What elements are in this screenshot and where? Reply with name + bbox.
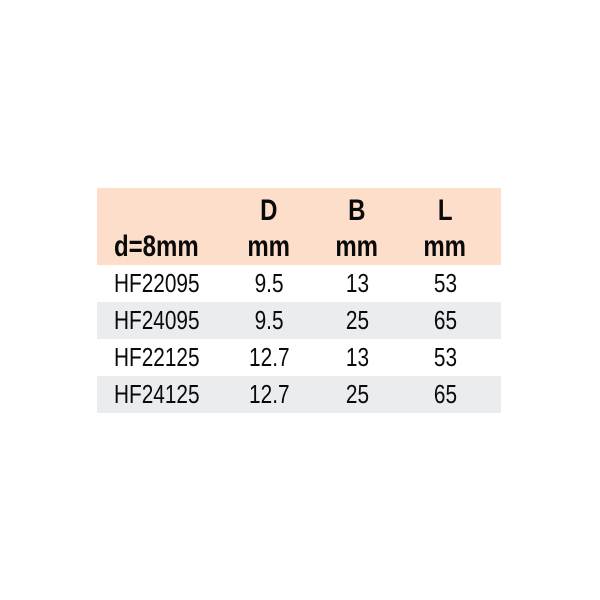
header-l-text: L	[437, 194, 453, 227]
header-d-text: D	[260, 194, 278, 227]
d-value-text: 9.5	[254, 268, 284, 298]
table-row: HF24095 9.5 25 65	[97, 302, 501, 339]
header-cell-b: B	[313, 193, 401, 229]
l-value-cell: 65	[401, 302, 489, 339]
header-cell-d: D	[225, 193, 313, 229]
model-cell: HF24095	[97, 302, 225, 339]
b-value-cell: 13	[313, 265, 401, 302]
model-text: HF22095	[114, 268, 200, 298]
model-cell: HF22095	[97, 265, 225, 302]
header-cell-l: L	[401, 193, 489, 229]
model-text: HF22125	[114, 342, 200, 372]
header-row-units-letters: D B L	[97, 193, 501, 229]
b-unit-text: mm	[335, 230, 379, 263]
header-cell-blank	[97, 193, 225, 229]
spec-table: D B L d=8mm mm mm mm HF22095	[97, 188, 501, 413]
header-cell-d-unit: mm	[225, 229, 313, 265]
l-value-cell: 65	[401, 376, 489, 413]
d-value-cell: 12.7	[225, 376, 313, 413]
l-value-text: 65	[433, 379, 457, 409]
b-value-text: 13	[345, 342, 369, 372]
b-value-cell: 13	[313, 339, 401, 376]
l-value-cell: 53	[401, 339, 489, 376]
diameter-label-text: d=8mm	[114, 230, 199, 263]
model-text: HF24125	[114, 379, 200, 409]
l-value-text: 65	[433, 305, 457, 335]
header-cell-l-unit: mm	[401, 229, 489, 265]
l-value-cell: 53	[401, 265, 489, 302]
d-value-cell: 9.5	[225, 302, 313, 339]
table-row: HF22095 9.5 13 53	[97, 265, 501, 302]
d-value-cell: 9.5	[225, 265, 313, 302]
b-value-cell: 25	[313, 302, 401, 339]
d-value-text: 9.5	[254, 305, 284, 335]
b-value-text: 13	[345, 268, 369, 298]
table-header: D B L d=8mm mm mm mm	[97, 188, 501, 265]
b-value-cell: 25	[313, 376, 401, 413]
d-value-cell: 12.7	[225, 339, 313, 376]
model-text: HF24095	[114, 305, 200, 335]
table-row: HF24125 12.7 25 65	[97, 376, 501, 413]
model-cell: HF24125	[97, 376, 225, 413]
header-row-units-mm: d=8mm mm mm mm	[97, 229, 501, 265]
header-cell-b-unit: mm	[313, 229, 401, 265]
header-b-text: B	[348, 194, 366, 227]
header-cell-diameter: d=8mm	[97, 229, 225, 265]
b-value-text: 25	[345, 379, 369, 409]
l-unit-text: mm	[423, 230, 467, 263]
table-row: HF22125 12.7 13 53	[97, 339, 501, 376]
d-unit-text: mm	[247, 230, 291, 263]
l-value-text: 53	[433, 342, 457, 372]
d-value-text: 12.7	[248, 342, 290, 372]
b-value-text: 25	[345, 305, 369, 335]
d-value-text: 12.7	[248, 379, 290, 409]
model-cell: HF22125	[97, 339, 225, 376]
l-value-text: 53	[433, 268, 457, 298]
